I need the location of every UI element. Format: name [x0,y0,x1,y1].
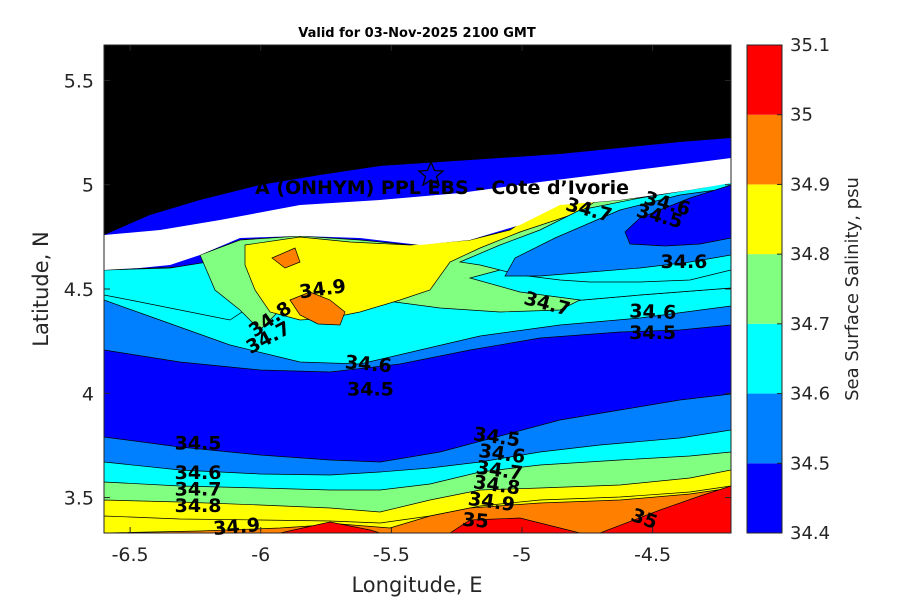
land-mask [104,45,731,235]
contour-label: 34.6 [175,462,222,484]
contour-label: 34.7 [175,478,222,500]
x-tick-label: -4.5 [634,544,671,566]
colorbar-tick-label: 34.5 [790,453,830,474]
y-axis: 3.5 4 4.5 5 5.5 [64,70,731,510]
y-axis-label: Latitude, N [29,231,53,347]
contour-label: 34.6 [629,300,677,324]
x-axis-label: Longitude, E [351,573,482,597]
colorbar-frame [746,44,783,534]
contour-label: 34.6 [661,251,708,273]
site-annotation: A (ONHYM) PPL EBS – Cote d’Ivorie [255,177,629,199]
y-tick-label: 5 [82,175,94,197]
colorbar-tick-label: 34.7 [790,314,830,335]
colorbar-segment [747,254,782,324]
no-data-region [104,158,731,270]
colorbar-label: Sea Surface Salinity, psu [842,177,863,401]
colorbar-tick-label: 34.9 [790,174,830,195]
colorbar: 34.4 34.5 34.6 34.7 34.8 34.9 35 35.1 [746,35,830,544]
x-axis: -6.5 -6 -5.5 -5 -4.5 [112,45,671,566]
colorbar-segment [747,393,782,464]
contour-label: 34.6 [344,351,393,377]
colorbar-segment [747,114,782,185]
colorbar-tick-label: 35 [790,105,813,126]
x-tick-label: -6.5 [112,544,149,566]
x-tick-label: -5 [513,544,532,566]
colorbar-segment [747,463,782,533]
y-tick-label: 4 [82,383,94,405]
chart-title: Valid for 03-Nov-2025 2100 GMT [298,26,536,41]
contour-label: 34.5 [629,322,676,344]
colorbar-segment [747,323,782,394]
contour-fill-orange-patch-2 [271,247,301,269]
colorbar-tick-label: 34.4 [790,523,830,544]
contour-fill-south-6 [104,487,731,533]
contour-fill-orange-patch [289,291,346,326]
contour-label: 34.8 [175,495,222,517]
contour-label: 34.9 [212,514,261,540]
contour-fill-south-7 [279,485,731,533]
x-tick-label: -5.5 [373,544,410,566]
contour-field [104,45,731,533]
colorbar-tick-label: 35.1 [790,35,830,56]
x-tick-label: -6 [251,544,270,566]
y-tick-label: 3.5 [64,488,94,510]
colorbar-tick-label: 34.6 [790,384,830,405]
colorbar-tick-label: 34.8 [790,244,830,265]
contour-fill-east-low [624,184,731,247]
site-star-icon [417,160,445,187]
y-tick-label: 5.5 [64,70,94,92]
colorbar-segment [747,184,782,255]
contour-label: 34.5 [347,378,394,400]
contour-label: 34.5 [175,433,222,455]
contour-label: 35 [461,509,489,533]
colorbar-segment [747,45,782,115]
y-tick-label: 4.5 [64,279,94,301]
